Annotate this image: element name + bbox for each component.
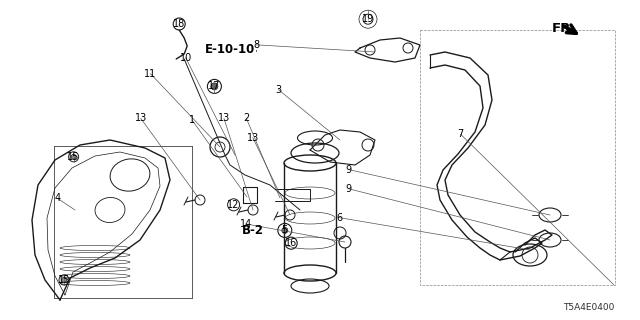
Text: 9: 9 [346,164,352,175]
Text: 3: 3 [275,84,282,95]
Text: 7: 7 [458,129,464,140]
Text: 6: 6 [336,212,342,223]
Circle shape [282,228,288,233]
Text: 9: 9 [346,184,352,194]
Text: 15: 15 [67,152,80,162]
Text: 2: 2 [243,113,250,124]
Text: 10: 10 [179,52,192,63]
Text: 13: 13 [134,113,147,124]
Text: 18: 18 [173,19,186,29]
Text: FR.: FR. [552,22,577,35]
Circle shape [211,83,218,90]
Text: T5A4E0400: T5A4E0400 [563,303,614,312]
Text: 8: 8 [253,40,259,50]
Text: 12: 12 [227,200,240,210]
Text: 1: 1 [189,115,195,125]
Text: 5: 5 [282,225,288,236]
Text: 16: 16 [285,238,298,248]
Text: 13: 13 [218,113,230,124]
Text: 4: 4 [54,193,61,204]
Text: E-10-10: E-10-10 [205,43,255,56]
Circle shape [71,154,76,159]
Text: 11: 11 [144,68,157,79]
Circle shape [61,277,67,283]
Text: B-2: B-2 [242,224,264,237]
Text: 13: 13 [246,132,259,143]
Text: 19: 19 [362,14,374,24]
Text: 14: 14 [240,219,253,229]
Text: 17: 17 [208,81,221,92]
Text: 15: 15 [58,275,70,285]
